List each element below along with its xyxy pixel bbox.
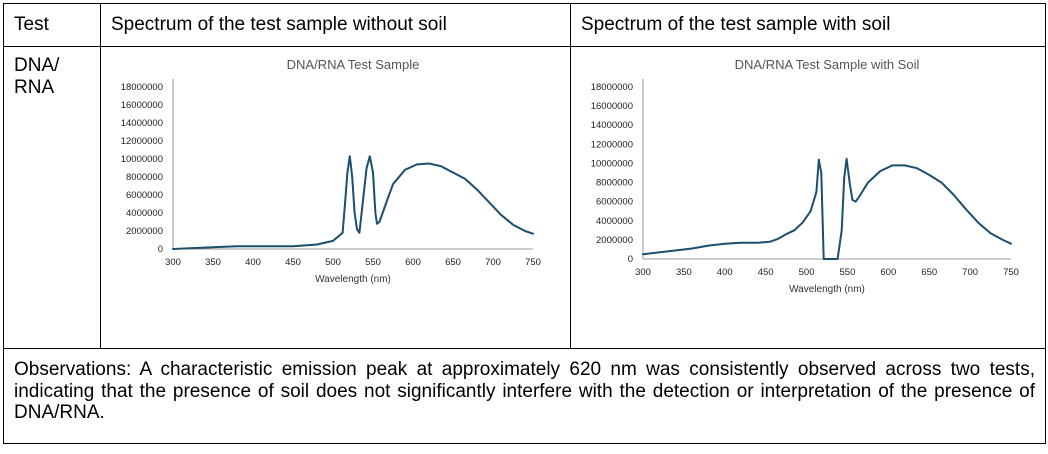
- observations-text: Observations: A characteristic emission …: [3, 348, 1046, 444]
- y-tick-label: 18000000: [591, 82, 633, 93]
- x-axis-label: Wavelength (nm): [315, 274, 391, 285]
- header-without-soil: Spectrum of the test sample without soil: [100, 3, 571, 47]
- y-tick-label: 14000000: [591, 120, 633, 131]
- chart-title: DNA/RNA Test Sample: [287, 57, 420, 72]
- y-tick-label: 14000000: [121, 118, 163, 129]
- x-tick-label: 750: [1003, 267, 1019, 278]
- y-tick-label: 12000000: [121, 136, 163, 147]
- y-tick-label: 18000000: [121, 82, 163, 93]
- y-tick-label: 10000000: [591, 158, 633, 169]
- x-tick-label: 550: [365, 257, 381, 268]
- x-tick-label: 350: [676, 267, 692, 278]
- x-tick-label: 350: [205, 257, 221, 268]
- x-tick-label: 400: [245, 257, 261, 268]
- x-tick-label: 700: [962, 267, 978, 278]
- y-tick-label: 2000000: [126, 226, 163, 237]
- x-tick-label: 550: [840, 267, 856, 278]
- y-tick-label: 2000000: [596, 235, 633, 246]
- spectrum-series-line: [172, 155, 534, 250]
- y-tick-label: 8000000: [126, 172, 163, 183]
- dna-rna-row: DNA/ RNA DNA/RNA Test Sample 0 2000000 4000…: [3, 46, 1046, 349]
- header-row: Test Spectrum of the test sample without…: [3, 3, 1046, 47]
- chart-with-soil: DNA/RNA Test Sample with Soil 0 2000000 400…: [591, 57, 1019, 295]
- x-tick-label: 450: [285, 257, 301, 268]
- chart-title: DNA/RNA Test Sample with Soil: [735, 57, 920, 72]
- x-tick-label: 500: [799, 267, 815, 278]
- y-tick-label: 4000000: [596, 216, 633, 227]
- y-tick-label: 4000000: [126, 208, 163, 219]
- y-tick-label: 6000000: [126, 190, 163, 201]
- y-tick-label: 6000000: [596, 197, 633, 208]
- y-tick-label: 8000000: [596, 178, 633, 189]
- x-tick-label: 600: [880, 267, 896, 278]
- chart-without-soil: DNA/RNA Test Sample 0 2000000 4000000 600000…: [121, 57, 541, 285]
- y-tick-label: 16000000: [591, 101, 633, 112]
- y-tick-label: 16000000: [121, 100, 163, 111]
- chart-cell-without-soil: DNA/RNA Test Sample 0 2000000 4000000 600000…: [100, 46, 571, 349]
- spectrum-series-line: [642, 157, 1012, 260]
- x-tick-label: 300: [635, 267, 651, 278]
- x-tick-label: 750: [525, 257, 541, 268]
- y-tick-label: 0: [628, 254, 633, 265]
- header-test: Test: [3, 3, 101, 47]
- x-tick-label: 700: [485, 257, 501, 268]
- x-tick-label: 500: [325, 257, 341, 268]
- x-axis-label: Wavelength (nm): [789, 284, 865, 295]
- row-label-dna-rna: DNA/ RNA: [3, 46, 101, 349]
- x-tick-label: 650: [921, 267, 937, 278]
- header-with-soil: Spectrum of the test sample with soil: [570, 3, 1046, 47]
- x-tick-label: 650: [445, 257, 461, 268]
- x-tick-label: 400: [717, 267, 733, 278]
- observations-row: Observations: A characteristic emission …: [3, 348, 1046, 444]
- results-table: Test Spectrum of the test sample without…: [3, 3, 1046, 444]
- x-tick-label: 450: [758, 267, 774, 278]
- y-tick-label: 10000000: [121, 154, 163, 165]
- row-label-text: DNA/ RNA: [14, 55, 60, 98]
- chart-cell-with-soil: DNA/RNA Test Sample with Soil 0 2000000 400…: [570, 46, 1046, 349]
- y-tick-label: 12000000: [591, 139, 633, 150]
- x-tick-label: 300: [165, 257, 181, 268]
- y-tick-label: 0: [158, 244, 163, 255]
- x-tick-label: 600: [405, 257, 421, 268]
